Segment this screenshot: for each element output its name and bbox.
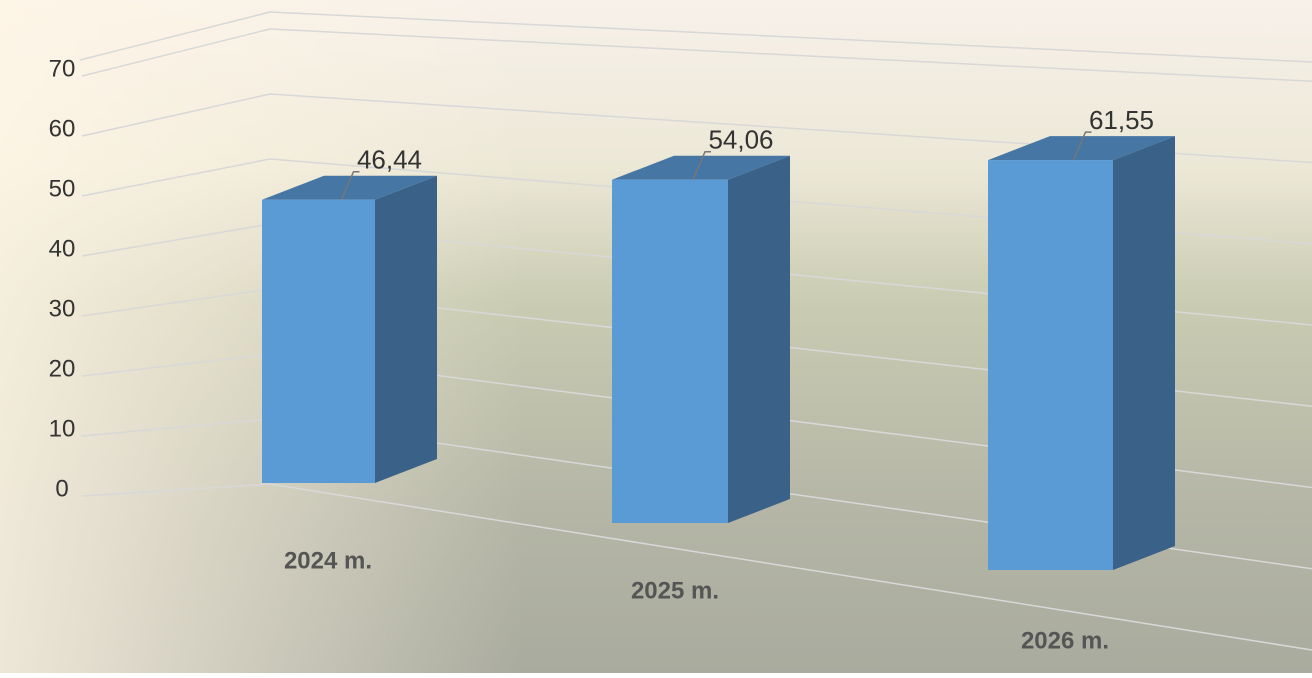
grid-line (81, 223, 271, 257)
leader-line (340, 170, 360, 201)
grid-line (81, 483, 271, 497)
y-tick-label: 10 (49, 415, 76, 442)
grid-line (81, 288, 271, 317)
y-tick-label: 60 (49, 115, 76, 142)
bar (612, 179, 728, 523)
grid-line (81, 158, 271, 197)
y-tick-label: 20 (49, 355, 76, 382)
data-label: 54,06 (708, 125, 773, 155)
bar-side (1113, 136, 1175, 570)
grid-line (81, 28, 271, 77)
y-tick-label: 30 (49, 295, 76, 322)
bar-side (375, 175, 437, 483)
data-label: 46,44 (357, 145, 422, 175)
grid-line (81, 353, 271, 377)
data-label: 61,55 (1089, 105, 1154, 135)
y-tick-label: 40 (49, 235, 76, 262)
y-tick-label: 50 (49, 175, 76, 202)
leader-line (1072, 131, 1092, 161)
x-tick-label: 2026 m. (1021, 627, 1109, 654)
x-tick-label: 2024 m. (284, 547, 372, 574)
bar-top (262, 175, 437, 200)
bar-top (988, 136, 1175, 161)
x-tick-label: 2025 m. (631, 577, 719, 604)
bar-top (612, 155, 790, 180)
grid-line (81, 418, 271, 437)
grid-line (269, 28, 1312, 82)
grid-line (269, 483, 1312, 651)
bar (262, 199, 375, 483)
chart-frame (79, 11, 271, 61)
y-tick-label: 70 (49, 55, 76, 82)
chart-frame (269, 11, 1312, 63)
y-tick-label: 0 (55, 475, 68, 502)
bar-side (728, 155, 790, 523)
bar (988, 160, 1113, 570)
leader-line (692, 150, 711, 181)
grid-line (81, 93, 271, 137)
